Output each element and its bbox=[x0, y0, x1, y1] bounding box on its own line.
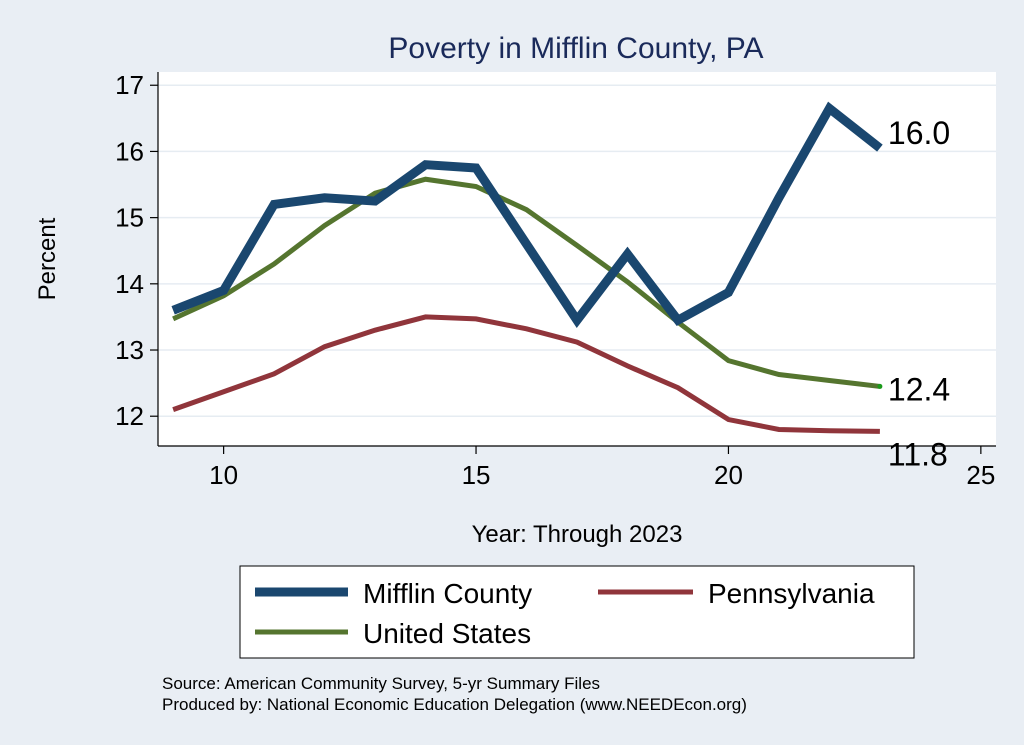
series-line-mifflin-county bbox=[171, 101, 883, 328]
legend-label-pennsylvania: Pennsylvania bbox=[708, 578, 875, 609]
end-label-united-states: 12.4 bbox=[888, 371, 950, 407]
source-note: Source: American Community Survey, 5-yr … bbox=[162, 674, 600, 693]
end-label-mifflin-county: 16.0 bbox=[888, 115, 950, 151]
gridlines bbox=[158, 84, 996, 417]
y-tick-label-16: 16 bbox=[115, 136, 144, 166]
x-axis-label: Year: Through 2023 bbox=[472, 521, 683, 548]
y-tick-label-17: 17 bbox=[115, 70, 144, 100]
series-lines bbox=[171, 101, 883, 434]
x-tick-label-15: 15 bbox=[462, 460, 491, 490]
x-tick-label-25: 25 bbox=[966, 460, 995, 490]
y-tick-label-12: 12 bbox=[115, 401, 144, 431]
legend-box bbox=[239, 565, 915, 659]
end-label-pennsylvania: 11.8 bbox=[888, 436, 948, 472]
series-line-united-states bbox=[172, 176, 881, 389]
chart-title: Poverty in Mifflin County, PA bbox=[388, 32, 763, 65]
x-ticks: 10 15 20 25 bbox=[209, 446, 995, 490]
legend: Mifflin County Pennsylvania United State… bbox=[239, 565, 915, 659]
end-labels: 16.0 11.8 12.4 bbox=[877, 115, 950, 472]
legend-label-mifflin: Mifflin County bbox=[363, 578, 532, 609]
legend-label-united-states: United States bbox=[363, 618, 531, 649]
y-tick-label-13: 13 bbox=[115, 335, 144, 365]
x-tick-label-10: 10 bbox=[209, 460, 238, 490]
y-tick-label-15: 15 bbox=[115, 203, 144, 233]
y-tick-label-14: 14 bbox=[115, 269, 144, 299]
y-ticks: 12 13 14 15 16 17 bbox=[115, 70, 158, 431]
series-line-pennsylvania bbox=[172, 314, 880, 434]
y-axis-label: Percent bbox=[34, 217, 61, 300]
end-marker-united-states bbox=[877, 383, 883, 389]
x-tick-label-20: 20 bbox=[714, 460, 743, 490]
producer-note: Produced by: National Economic Education… bbox=[162, 695, 747, 714]
